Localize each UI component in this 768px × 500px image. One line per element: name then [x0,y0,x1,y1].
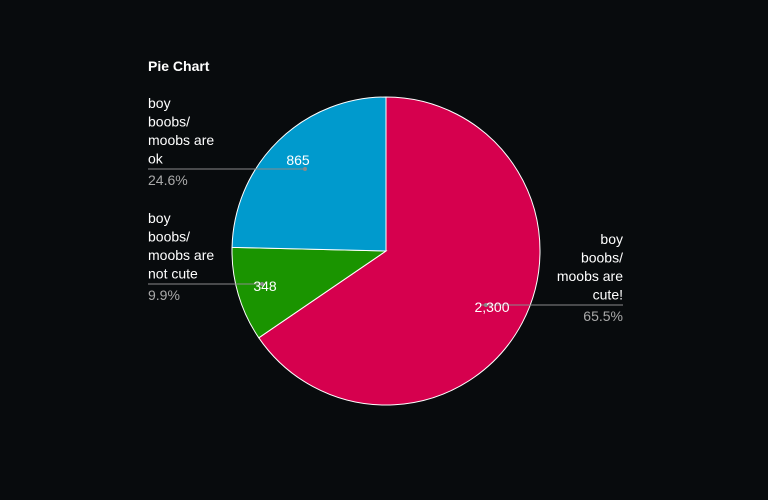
leader-dot [303,167,307,171]
slice-value-label: 865 [286,152,310,168]
pie-slice-2[interactable] [231,246,388,339]
slice-label-line: boobs/ [148,114,190,130]
slice-label-line: boy [148,210,171,226]
pie-slices [231,96,541,406]
slice-value-label: 2,300 [474,299,509,315]
slice-percent-label: 65.5% [583,308,623,324]
slice-label-line: moobs are [148,132,214,148]
leader-dot [260,282,264,286]
pie-labels: boy boobs/moobs are cute! 65.5% 2,300 boy boob… [148,95,623,324]
slice-label-line: boobs/ [581,250,623,266]
slice-value-label: 348 [253,278,277,294]
slice-label-line: not cute [148,266,198,282]
slice-label-line: moobs are [557,268,623,284]
slice-percent-label: 9.9% [148,287,180,303]
slice-label-line: boy [148,95,171,111]
chart-title: Pie Chart [148,58,210,74]
slice-label-line: moobs are [148,247,214,263]
pie-slice-3[interactable] [231,96,387,252]
slice-label-line: ok [148,151,164,167]
pie-slice-1[interactable] [258,96,541,406]
slice-label-line: cute! [593,287,623,303]
slice-label-line: boobs/ [148,229,190,245]
slice-label-line: boy [600,231,623,247]
leader-dot [484,303,488,307]
slice-percent-label: 24.6% [148,172,188,188]
